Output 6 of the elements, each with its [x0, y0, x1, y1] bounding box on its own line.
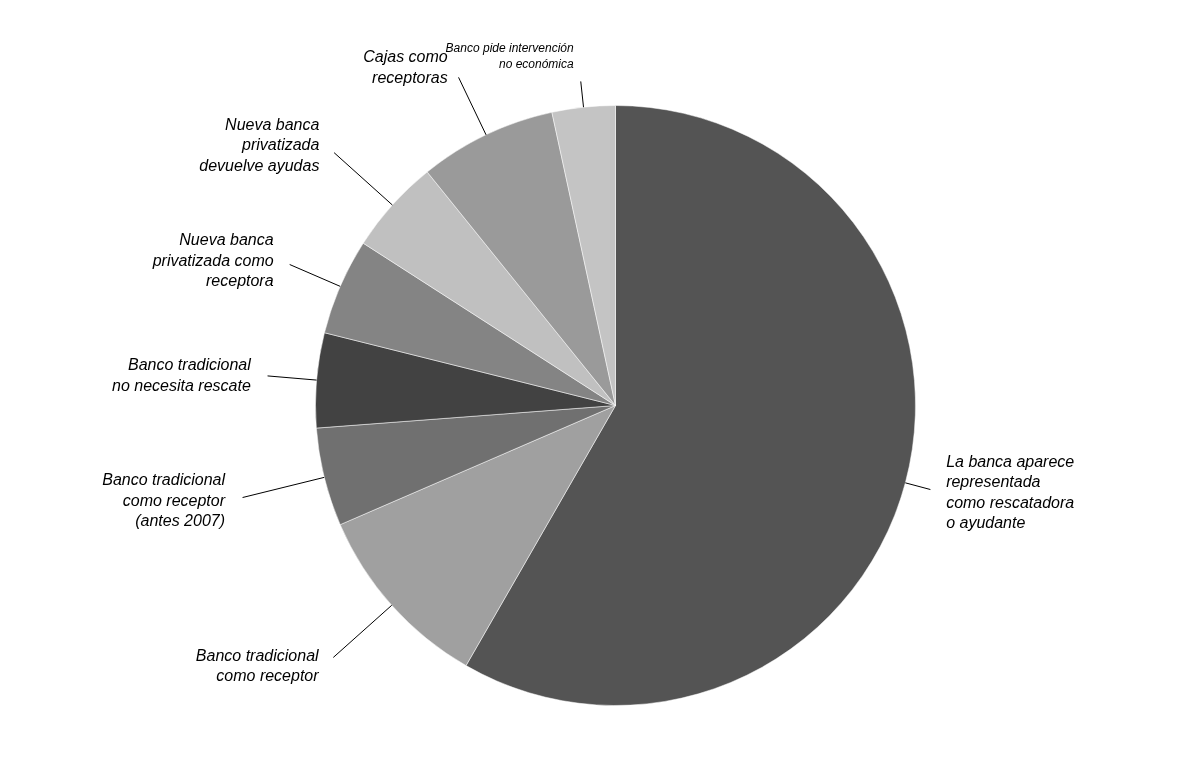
slice-label: La banca aparece representada como rescatadora o ayudante [946, 453, 1075, 532]
slice-label: Banco tradicional como receptor [195, 646, 320, 684]
slice-label: Nueva banca privatizada devuelve ayudas [199, 115, 320, 174]
slice-label: Banco tradicional no necesita rescate [112, 356, 252, 394]
slice-label: Banco tradicional como receptor (antes 2007) [102, 471, 226, 530]
slice-label: Nueva banca privatizada como receptora [151, 231, 274, 290]
